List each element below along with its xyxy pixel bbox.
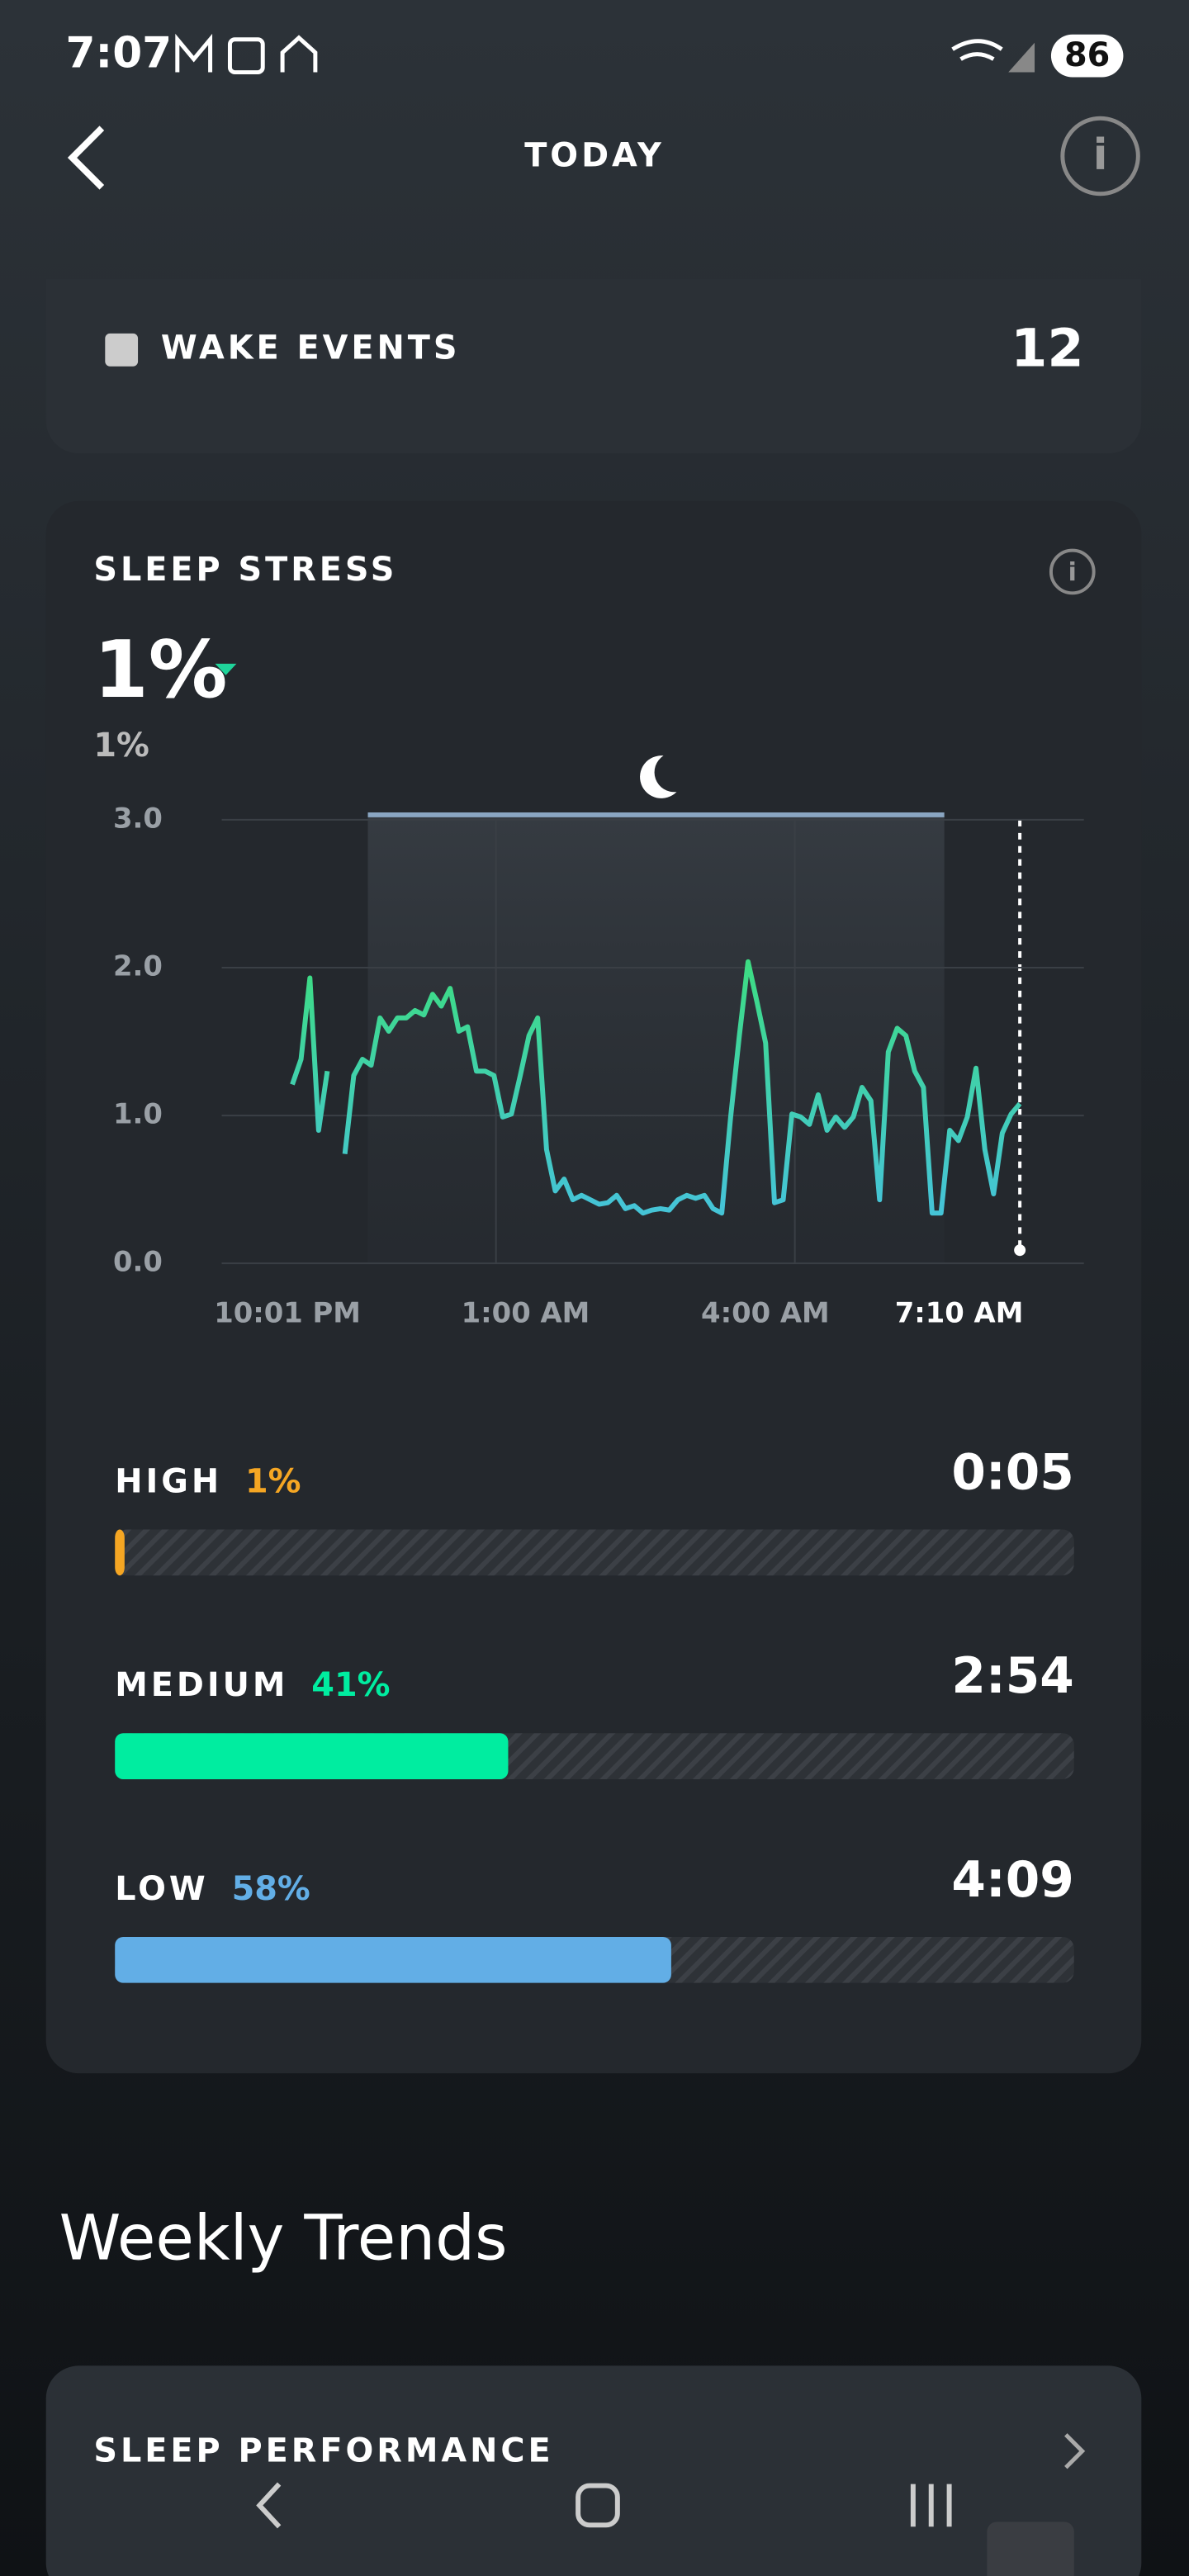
- stress-card: [45, 500, 1142, 2074]
- level-bar: [115, 1529, 125, 1576]
- y-tick-label: 2.0: [113, 949, 163, 982]
- stress-line: [290, 959, 1022, 1216]
- back-button[interactable]: [67, 125, 105, 190]
- stress-title: SLEEP STRESS: [93, 551, 397, 589]
- level-duration: 4:09: [951, 1852, 1073, 1909]
- x-tick-label: 1:00 AM: [462, 1296, 590, 1328]
- floating-button[interactable]: [987, 2522, 1074, 2576]
- info-icon: i: [1093, 130, 1108, 180]
- level-bar: [115, 1733, 509, 1779]
- level-label: LOW: [115, 1870, 209, 1908]
- nav-home[interactable]: [576, 2483, 620, 2528]
- wake-label: WAKE EVENTS: [161, 329, 461, 367]
- level-percent: 58%: [232, 1870, 310, 1908]
- nav-recents[interactable]: [910, 2484, 952, 2527]
- x-tick-label: 4:00 AM: [701, 1296, 830, 1328]
- level-percent: 1%: [245, 1462, 301, 1500]
- header-title: TODAY: [524, 137, 665, 175]
- y-tick-label: 0.0: [113, 1246, 163, 1278]
- stress-info[interactable]: [1049, 548, 1096, 595]
- trend-arrow: [215, 663, 237, 675]
- battery-level: 86: [1064, 36, 1110, 74]
- moon: [640, 755, 677, 798]
- wake-card: [45, 279, 1142, 454]
- performance-card[interactable]: [45, 2365, 1142, 2576]
- battery: [1050, 34, 1124, 78]
- performance-chevron: [1064, 2433, 1086, 2469]
- level-percent: 41%: [311, 1666, 390, 1704]
- now-dot: [1014, 1244, 1026, 1257]
- wake-value: 12: [1011, 318, 1084, 379]
- level-track: [115, 1529, 1074, 1576]
- level-duration: 2:54: [951, 1648, 1073, 1705]
- wake-swatch: [105, 333, 139, 367]
- stress-info-icon: i: [1068, 558, 1077, 587]
- performance-title: SLEEP PERFORMANCE: [93, 2432, 553, 2469]
- weekly-title: Weekly Trends: [59, 2202, 508, 2275]
- level-duration: 0:05: [951, 1444, 1073, 1501]
- info-button[interactable]: [1060, 116, 1140, 197]
- level-bar: [115, 1936, 671, 1983]
- x-tick-label: 10:01 PM: [214, 1296, 361, 1328]
- stress-value: 1%: [93, 623, 227, 716]
- level-label: HIGH: [115, 1462, 222, 1500]
- x-tick-label: 7:10 AM: [895, 1296, 1024, 1328]
- clock: 7:07: [66, 29, 173, 78]
- sleep-period: [367, 814, 945, 1264]
- stress-sub-value: 1%: [93, 727, 149, 765]
- y-tick-label: 3.0: [113, 802, 163, 834]
- y-tick-label: 1.0: [113, 1098, 163, 1130]
- level-label: MEDIUM: [115, 1666, 288, 1704]
- nav-back[interactable]: [256, 2482, 282, 2529]
